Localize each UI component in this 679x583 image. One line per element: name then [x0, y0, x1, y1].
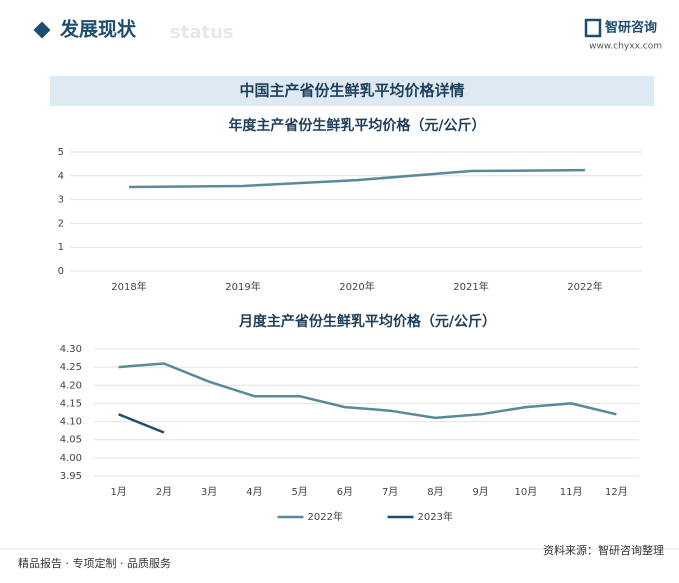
logo-url: www.chyxx.com: [589, 42, 662, 52]
banner: 中国主产省份生鲜乳平均价格详情: [239, 82, 464, 100]
y-tick-label: 4.30: [60, 344, 82, 355]
y-tick-label: 4.15: [60, 398, 82, 409]
x-tick-label: 2019年: [225, 280, 260, 293]
x-tick-label: 8月: [427, 486, 443, 498]
x-tick-label: 2020年: [339, 280, 374, 293]
y-tick-label: 1: [58, 242, 64, 253]
y-tick-label: 4.00: [60, 453, 82, 464]
x-tick-label: 2021年: [453, 280, 488, 293]
line-series: [118, 413, 165, 434]
x-tick-label: 11月: [560, 486, 583, 498]
x-tick-label: 4月: [246, 486, 262, 498]
x-tick-label: 2022年: [567, 280, 602, 293]
x-tick-label: 3月: [201, 486, 217, 498]
y-tick-label: 0: [58, 266, 64, 277]
y-tick-label: 4: [58, 171, 64, 182]
y-tick-label: 2: [58, 218, 64, 229]
x-tick-label: 9月: [472, 486, 488, 498]
line-series: [128, 168, 586, 189]
x-tick-label: 2018年: [111, 280, 146, 293]
y-tick-label: 3: [58, 195, 64, 206]
logo-name: 智研咨询: [605, 20, 657, 36]
legend-label: 2022年: [308, 510, 343, 523]
footer-right: 资料来源：智研咨询整理: [543, 543, 664, 557]
header-title: 发展现状: [59, 18, 137, 41]
x-tick-label: 7月: [382, 486, 398, 498]
y-tick-label: 4.10: [60, 417, 82, 428]
x-tick-label: 12月: [605, 486, 628, 498]
chart-title: 月度主产省份生鲜乳平均价格（元/公斤）: [238, 313, 496, 330]
chart-title: 年度主产省份生鲜乳平均价格（元/公斤）: [228, 117, 485, 134]
header-ghost: status: [170, 22, 234, 43]
x-tick-label: 1月: [110, 486, 126, 498]
logo-icon: [584, 18, 602, 38]
x-tick-label: 10月: [515, 486, 538, 498]
x-tick-label: 2月: [156, 486, 172, 498]
y-tick-label: 4.20: [60, 380, 82, 391]
y-tick-label: 5: [58, 147, 64, 158]
x-tick-label: 6月: [337, 486, 353, 498]
x-tick-label: 5月: [291, 486, 307, 498]
footer-left: 精品报告 · 专项定制 · 品质服务: [18, 556, 171, 570]
banner-bg: [50, 76, 654, 106]
legend-label: 2023年: [418, 510, 453, 523]
y-tick-label: 4.05: [60, 435, 82, 446]
y-tick-label: 4.25: [60, 362, 82, 373]
y-tick-label: 3.95: [60, 471, 82, 482]
line-series: [118, 362, 617, 420]
